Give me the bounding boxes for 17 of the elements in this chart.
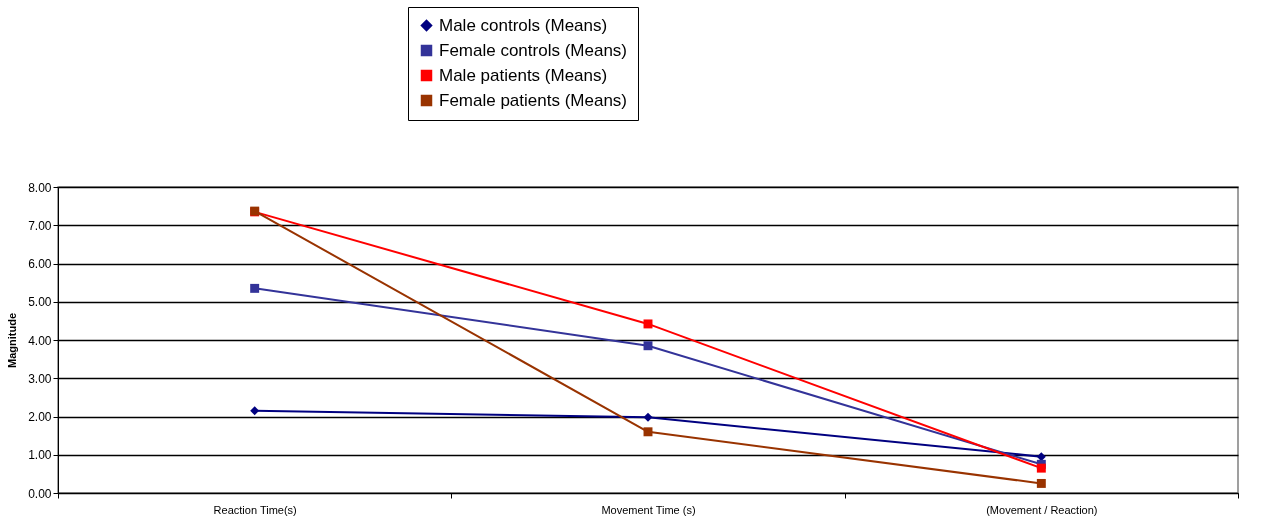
legend-label: Male controls (Means) [439,15,608,35]
x-tick-label: Reaction Time(s) [213,503,297,516]
y-axis-title: Magnitude [6,313,19,368]
y-tick-label: 7.00 [28,218,52,233]
y-tick-label: 2.00 [28,410,52,424]
x-tick-label: (Movement / Reaction) [986,503,1098,516]
y-tick-label: 8.00 [28,180,52,195]
x-tick-label: Movement Time (s) [601,503,696,516]
y-tick-label: 6.00 [28,257,52,271]
y-tick-label: 5.00 [28,295,52,310]
legend-label: Male patients (Means) [439,65,608,85]
y-tick-label: 0.00 [28,486,52,501]
y-tick-label: 1.00 [28,448,52,463]
y-tick-label: 4.00 [28,333,52,348]
legend-label: Female patients (Means) [439,90,628,110]
legend-label: Female controls (Means) [439,40,628,60]
y-tick-label: 3.00 [28,371,52,386]
